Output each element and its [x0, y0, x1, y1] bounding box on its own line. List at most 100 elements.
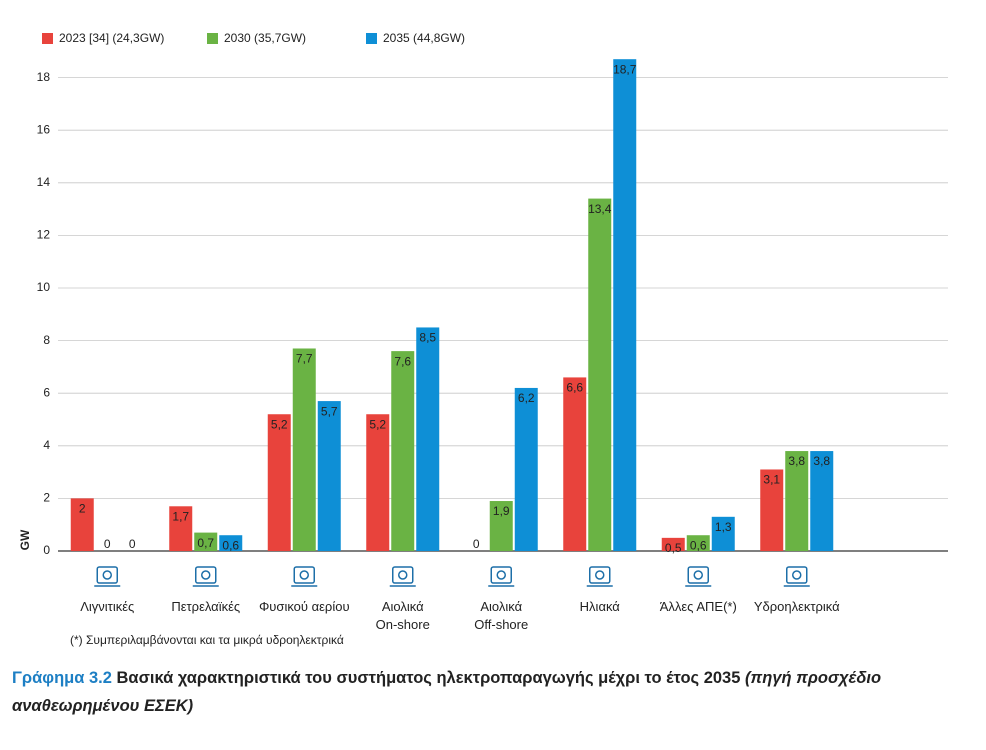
icon-part	[786, 566, 808, 584]
bar	[661, 537, 685, 551]
x-tick-label: Υδροηλεκτρικά	[753, 599, 840, 614]
caption-text: Βασικά χαρακτηριστικά του συστήματος ηλε…	[116, 669, 741, 687]
icon-part	[595, 570, 605, 580]
value-label: 7,6	[394, 354, 411, 368]
value-label: 1,3	[715, 520, 732, 534]
bar	[416, 327, 440, 551]
category-icon	[586, 566, 613, 587]
value-label: 5,7	[321, 404, 338, 418]
legend-label: 2023 [34] (24,3GW)	[59, 31, 164, 45]
footnote: (*) Συμπεριλαμβάνονται και τα μικρά υδρο…	[70, 633, 344, 647]
x-tick-label: Λιγνιτικές	[80, 599, 135, 614]
x-tick-label: Άλλες ΑΠΕ(*)	[659, 599, 737, 614]
bar	[563, 377, 587, 551]
bar	[70, 498, 94, 551]
y-tick-label: 14	[37, 175, 51, 189]
bar	[785, 451, 809, 551]
category-icon	[783, 566, 810, 587]
icon-part	[293, 566, 315, 584]
x-tick-label: Ηλιακά	[579, 599, 620, 614]
icon-part	[490, 566, 512, 584]
category-icon	[94, 566, 121, 587]
legend-swatch	[42, 33, 53, 44]
y-tick-label: 0	[43, 543, 50, 557]
bar	[760, 469, 784, 551]
bar	[489, 501, 513, 551]
caption-source: (πηγή προσχέδιο αναθεωρημένου ΕΣΕΚ)	[12, 669, 882, 715]
category-icon	[389, 566, 416, 587]
bar	[194, 532, 218, 551]
bar	[711, 516, 735, 551]
bar	[219, 535, 243, 551]
value-label: 7,7	[296, 352, 313, 366]
x-tick-label: Φυσικού αερίου	[258, 599, 350, 614]
y-tick-label: 10	[37, 280, 51, 294]
value-label: 0	[473, 537, 480, 551]
value-label: 0	[129, 537, 136, 551]
icon-part	[201, 570, 211, 580]
icon-part	[195, 566, 217, 584]
value-label: 2	[79, 502, 86, 516]
bar	[391, 351, 415, 551]
value-label: 3,8	[813, 454, 830, 468]
y-tick-label: 12	[37, 228, 51, 242]
legend-label: 2035 (44,8GW)	[383, 31, 465, 45]
value-label: 1,9	[493, 504, 510, 518]
x-tick-label: Αιολικά On-shore	[375, 599, 430, 632]
value-label: 0,6	[690, 538, 707, 552]
y-tick-label: 2	[43, 491, 50, 505]
value-label: 1,7	[172, 509, 189, 523]
y-tick-label: 18	[37, 70, 51, 84]
bar	[588, 198, 612, 551]
value-label: 6,6	[566, 381, 583, 395]
category-icon	[685, 566, 712, 587]
value-label: 3,8	[788, 454, 805, 468]
bar	[267, 414, 291, 551]
icon-part	[398, 570, 408, 580]
value-label: 0	[104, 537, 111, 551]
value-label: 18,7	[613, 62, 637, 76]
chart: 0 2 4 6 8 10 12 14 16 18 GW 2023 [34] (24,3GW) 2030 …	[18, 31, 948, 587]
bar	[613, 59, 637, 551]
category-icon	[291, 566, 318, 587]
y-tick-label: 4	[43, 438, 50, 452]
icon-part	[792, 570, 802, 580]
value-label: 5,2	[369, 417, 386, 431]
value-label: 0,7	[197, 536, 214, 550]
bar	[169, 506, 193, 551]
value-label: 5,2	[271, 417, 288, 431]
value-label: 8,5	[419, 331, 436, 345]
y-tick-label: 16	[37, 122, 51, 136]
y-tick-label: 8	[43, 333, 50, 347]
icon-part	[392, 566, 414, 584]
bar	[810, 451, 834, 551]
bar	[366, 414, 390, 551]
value-label: 6,2	[518, 391, 535, 405]
legend-swatch	[366, 33, 377, 44]
bar	[292, 348, 316, 551]
icon-part	[96, 566, 118, 584]
legend-swatch	[207, 33, 218, 44]
icon-part	[496, 570, 506, 580]
icon-part	[102, 570, 112, 580]
caption-label: Γράφημα 3.2	[12, 669, 112, 687]
icon-part	[693, 570, 703, 580]
y-tick-label: 6	[43, 385, 50, 399]
icon-part	[687, 566, 709, 584]
value-label: 0,6	[222, 538, 239, 552]
bar	[514, 387, 538, 551]
value-label: 0,5	[665, 541, 682, 555]
icon-part	[299, 570, 309, 580]
category-icon	[488, 566, 515, 587]
y-axis-title: GW	[18, 529, 32, 550]
x-tick-label: Αιολικά Off-shore	[474, 599, 529, 632]
category-icon	[192, 566, 219, 587]
caption: Γράφημα 3.2 Βασικά χαρακτηριστικά του συ…	[12, 664, 977, 720]
bar	[686, 535, 710, 551]
value-label: 3,1	[763, 473, 780, 487]
icon-part	[589, 566, 611, 584]
bar	[317, 401, 341, 551]
x-tick-label: Πετρελαϊκές	[171, 599, 241, 614]
value-label: 13,4	[588, 202, 612, 216]
